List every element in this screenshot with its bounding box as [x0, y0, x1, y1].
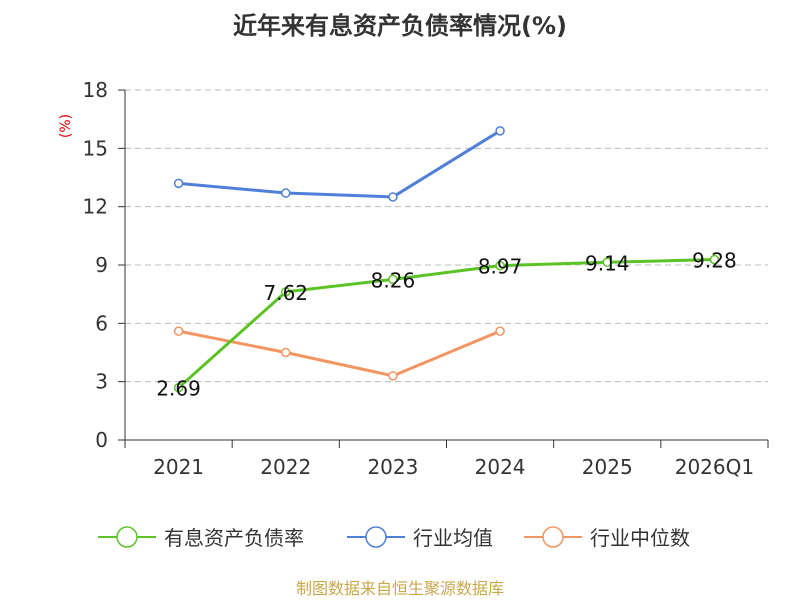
- series-line: [177, 258, 715, 389]
- x-tick-label: 2022: [260, 455, 311, 479]
- legend: 有息资产负债率 行业均值 行业中位数: [98, 526, 690, 550]
- data-point: [281, 287, 291, 297]
- y-tick-label: 12: [83, 195, 108, 219]
- data-label: 9.28: [692, 249, 737, 273]
- data-point: [495, 260, 505, 271]
- x-tick-label: 2026Q1: [675, 455, 754, 479]
- data-label: 8.26: [371, 268, 416, 292]
- series-layer: 2.69 7.62 8.26 8.97 9.14 9.28: [156, 126, 737, 401]
- series-line: [178, 329, 501, 378]
- y-tick-label: 18: [83, 78, 108, 102]
- series-line: [178, 129, 501, 199]
- data-point: [495, 126, 505, 136]
- legend-label: 行业中位数: [590, 526, 690, 550]
- source-footer: 制图数据来自恒生聚源数据库: [296, 579, 504, 598]
- x-tick-label: 2021: [153, 455, 204, 479]
- data-point: [602, 257, 612, 268]
- chart-title: 近年来有息资产负债率情况(%): [233, 12, 567, 40]
- data-label: 8.97: [478, 255, 523, 279]
- data-point: [281, 188, 291, 198]
- y-axis-unit: (%): [58, 114, 74, 138]
- axes: 0 3 6 9 12 15 18 2021 2022 2023 2024 2025 2026Q1: [83, 78, 769, 479]
- data-point: [495, 326, 505, 336]
- data-point: [388, 274, 398, 285]
- y-tick-label: 15: [83, 136, 108, 160]
- y-tick-label: 0: [95, 428, 108, 452]
- data-point: [173, 382, 184, 393]
- data-label: 9.14: [585, 251, 630, 275]
- x-tick-label: 2023: [367, 455, 418, 479]
- data-point: [173, 178, 184, 189]
- legend-marker: [116, 526, 138, 548]
- x-tick-label: 2024: [475, 455, 526, 479]
- legend-marker: [542, 526, 564, 548]
- legend-label: 有息资产负债率: [164, 526, 304, 550]
- y-tick-label: 9: [95, 253, 108, 277]
- data-label: 2.69: [156, 377, 201, 401]
- x-tick-label: 2025: [582, 455, 633, 479]
- legend-label: 行业均值: [413, 526, 493, 550]
- data-point: [709, 254, 720, 265]
- data-point: [388, 371, 398, 381]
- data-label: 7.62: [263, 281, 308, 305]
- data-point: [388, 192, 398, 202]
- legend-marker: [365, 526, 387, 548]
- y-tick-label: 6: [95, 311, 108, 335]
- grid-lines: [125, 89, 768, 383]
- data-point: [281, 347, 291, 358]
- data-point: [173, 326, 184, 336]
- y-tick-label: 3: [95, 370, 108, 394]
